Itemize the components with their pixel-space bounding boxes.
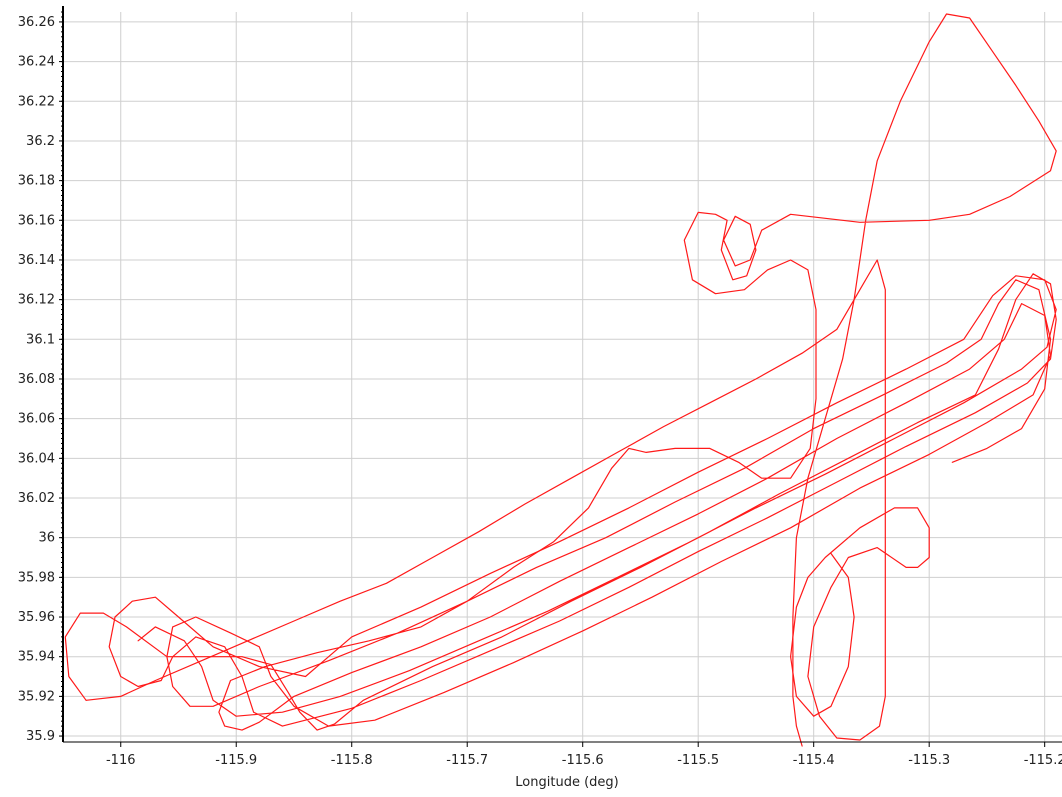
y-tick-label: 36.24 [18,55,55,70]
y-tick-label: 36.04 [18,451,55,466]
y-tick-label: 35.94 [18,650,55,665]
y-tick-label: 36.2 [26,134,55,149]
track-series-line-1 [166,13,1057,747]
axes: -116 -115.9 -115.8 -115.7 -115.6 -115.5 -115.4… [18,6,1062,768]
y-tick-label: 35.9 [26,729,55,744]
x-tick-label: -115.2 [1024,753,1062,768]
x-tick-label: -115.9 [215,753,257,768]
y-tick-label: 36.02 [18,491,55,506]
y-tick-label: 36 [38,531,55,546]
y-tick-label: 36.26 [18,15,55,30]
x-tick-label: -115.8 [331,753,373,768]
y-tick-label: 36.18 [18,174,55,189]
y-tick-label: 36.12 [18,293,55,308]
y-tick-label: 36.22 [18,94,55,109]
y-tick-label: 35.92 [18,689,55,704]
x-tick-label: -115.6 [562,753,604,768]
y-tick-label: 35.96 [18,610,55,625]
track-series-line-2 [64,273,1057,731]
y-tick-label: 36.08 [18,372,55,387]
track-series [64,13,1057,747]
x-tick-label: -115.7 [446,753,488,768]
x-tick-label: -115.4 [793,753,835,768]
y-tick-label: 36.1 [26,332,55,347]
x-tick-label: -115.3 [908,753,950,768]
y-tick-label: 36.06 [18,412,55,427]
track-series-line-3 [85,259,930,741]
x-axis-title: Longitude (deg) [515,775,618,790]
x-tick-label: -116 [106,753,136,768]
y-tick-label: 36.16 [18,213,55,228]
y-tick-label: 36.14 [18,253,55,268]
x-tick-label: -115.5 [677,753,719,768]
y-tick-label: 35.98 [18,570,55,585]
